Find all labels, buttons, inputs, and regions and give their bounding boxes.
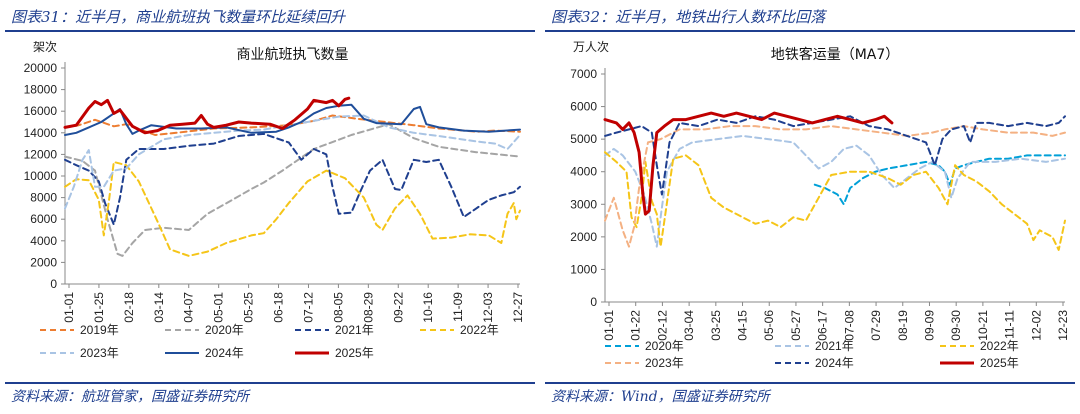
x-tick-label: 12-02 — [1029, 310, 1043, 341]
title-rule — [5, 30, 535, 32]
x-tick-label: 06-17 — [816, 310, 830, 341]
chart-title: 地铁客运量（MA7） — [771, 46, 900, 63]
y-axis-label: 架次 — [33, 40, 57, 54]
y-tick-label: 18000 — [24, 83, 58, 97]
legend-label: 2022年 — [460, 323, 499, 337]
legend-label: 2020年 — [205, 323, 244, 337]
y-tick-label: 8000 — [30, 191, 57, 205]
x-tick-label: 02-12 — [655, 310, 669, 341]
legend-label: 2021年 — [335, 323, 374, 337]
legend-label: 2023年 — [80, 346, 119, 360]
y-tick-label: 16000 — [24, 104, 58, 118]
right-figure-panel: 图表32：近半月，地铁出行人数环比回落 万人次 地铁客运量（MA7） 0 1000 20… — [545, 0, 1075, 414]
series-line-2025年 — [63, 96, 351, 135]
x-tick-label: 12-27 — [511, 292, 525, 323]
series-line-2023年 — [604, 125, 1066, 248]
series-line-2022年 — [64, 161, 521, 257]
x-tick-label: 06-18 — [272, 292, 286, 323]
y-tick-label: 7000 — [570, 67, 597, 81]
legend-label: 2020年 — [645, 339, 684, 353]
x-tick-label: 05-06 — [762, 310, 776, 341]
legend-label: 2019年 — [80, 323, 119, 337]
x-tick-label: 04-15 — [736, 310, 750, 341]
y-axis-label: 万人次 — [573, 40, 609, 54]
subway-line-chart: 万人次 地铁客运量（MA7） 0 1000 2000 3000 4000 5000 6000 70… — [570, 40, 1070, 370]
x-tick-label: 09-22 — [391, 292, 405, 323]
x-tick-label: 08-19 — [896, 310, 910, 341]
x-tick-label: 05-27 — [789, 310, 803, 341]
chart-title: 商业航班执飞数量 — [237, 47, 349, 63]
x-tick-label: 07-29 — [869, 310, 883, 341]
series-line-2019年 — [64, 114, 521, 136]
x-tick-label: 02-18 — [122, 292, 136, 323]
y-tick-label: 4000 — [30, 234, 57, 248]
y-tick-label: 5000 — [570, 132, 597, 146]
title-rule — [545, 30, 1075, 32]
x-tick-label: 11-11 — [1003, 310, 1017, 339]
source-note: 资料来源：航班管家，国盛证券研究所 — [11, 389, 249, 405]
y-tick-label: 6000 — [570, 100, 597, 114]
x-tick-label: 01-22 — [629, 310, 643, 341]
x-tick-label: 05-25 — [242, 292, 256, 323]
y-tick-label: 1000 — [570, 262, 597, 276]
x-tick-label: 07-12 — [301, 292, 315, 323]
y-tick-label: 4000 — [570, 165, 597, 179]
y-tick-label: 2000 — [570, 230, 597, 244]
legend-label: 2022年 — [980, 339, 1019, 353]
source-rule — [5, 382, 535, 384]
flights-line-chart: 架次商业航班执飞数量 0 2000 4000 6000 8000 10000 12000 140… — [24, 40, 525, 360]
x-tick-label: 12-23 — [1056, 310, 1070, 341]
x-tick-label: 01-01 — [62, 292, 76, 323]
x-tick-label: 08-05 — [331, 292, 345, 323]
legend-label: 2025年 — [980, 356, 1019, 370]
x-tick-label: 10-16 — [421, 292, 435, 323]
series-line-2022年 — [604, 151, 1066, 251]
legend-label: 2024年 — [815, 356, 854, 370]
x-tick-label: 09-30 — [949, 310, 963, 341]
series-line-2020年 — [64, 123, 521, 257]
x-tick-label: 05-01 — [212, 292, 226, 323]
source-rule — [545, 382, 1075, 384]
y-tick-label: 12000 — [24, 147, 58, 161]
x-tick-label: 12-03 — [481, 292, 495, 323]
y-tick-label: 0 — [50, 277, 57, 291]
x-tick-label: 10-21 — [976, 310, 990, 341]
legend-label: 2024年 — [205, 346, 244, 360]
x-tick-label: 08-29 — [361, 292, 375, 323]
source-note: 资料来源：Wind，国盛证券研究所 — [551, 389, 770, 405]
y-tick-label: 6000 — [30, 212, 57, 226]
figure-title: 图表31：近半月，商业航班执飞数量环比延续回升 — [11, 8, 346, 26]
series-line-2025年 — [603, 111, 894, 216]
x-tick-label: 09-09 — [922, 310, 936, 341]
legend-label: 2023年 — [645, 356, 684, 370]
y-tick-label: 0 — [590, 295, 597, 309]
series-line-2020年 — [813, 154, 1066, 206]
y-tick-label: 14000 — [24, 126, 58, 140]
series-line-2021年 — [604, 134, 1066, 248]
x-tick-label: 01-25 — [92, 292, 106, 323]
x-tick-label: 03-14 — [152, 292, 166, 323]
legend-label: 2025年 — [335, 346, 374, 360]
x-tick-label: 04-07 — [182, 292, 196, 323]
x-tick-label: 11-09 — [451, 292, 465, 322]
legend-label: 2021年 — [815, 339, 854, 353]
left-figure-panel: 图表31：近半月，商业航班执飞数量环比延续回升 架次商业航班执飞数量 0 2000 4… — [5, 0, 535, 414]
x-tick-label: 03-04 — [682, 310, 696, 341]
y-tick-label: 3000 — [570, 197, 597, 211]
series-line-2021年 — [64, 132, 521, 226]
figure-title: 图表32：近半月，地铁出行人数环比回落 — [551, 8, 826, 26]
series-line-2024年 — [604, 115, 1066, 196]
x-tick-label: 01-01 — [602, 310, 616, 341]
y-tick-label: 2000 — [30, 255, 57, 269]
x-tick-label: 07-08 — [842, 310, 856, 341]
y-tick-label: 10000 — [24, 169, 58, 183]
y-tick-label: 20000 — [24, 61, 58, 75]
x-tick-label: 03-25 — [709, 310, 723, 341]
